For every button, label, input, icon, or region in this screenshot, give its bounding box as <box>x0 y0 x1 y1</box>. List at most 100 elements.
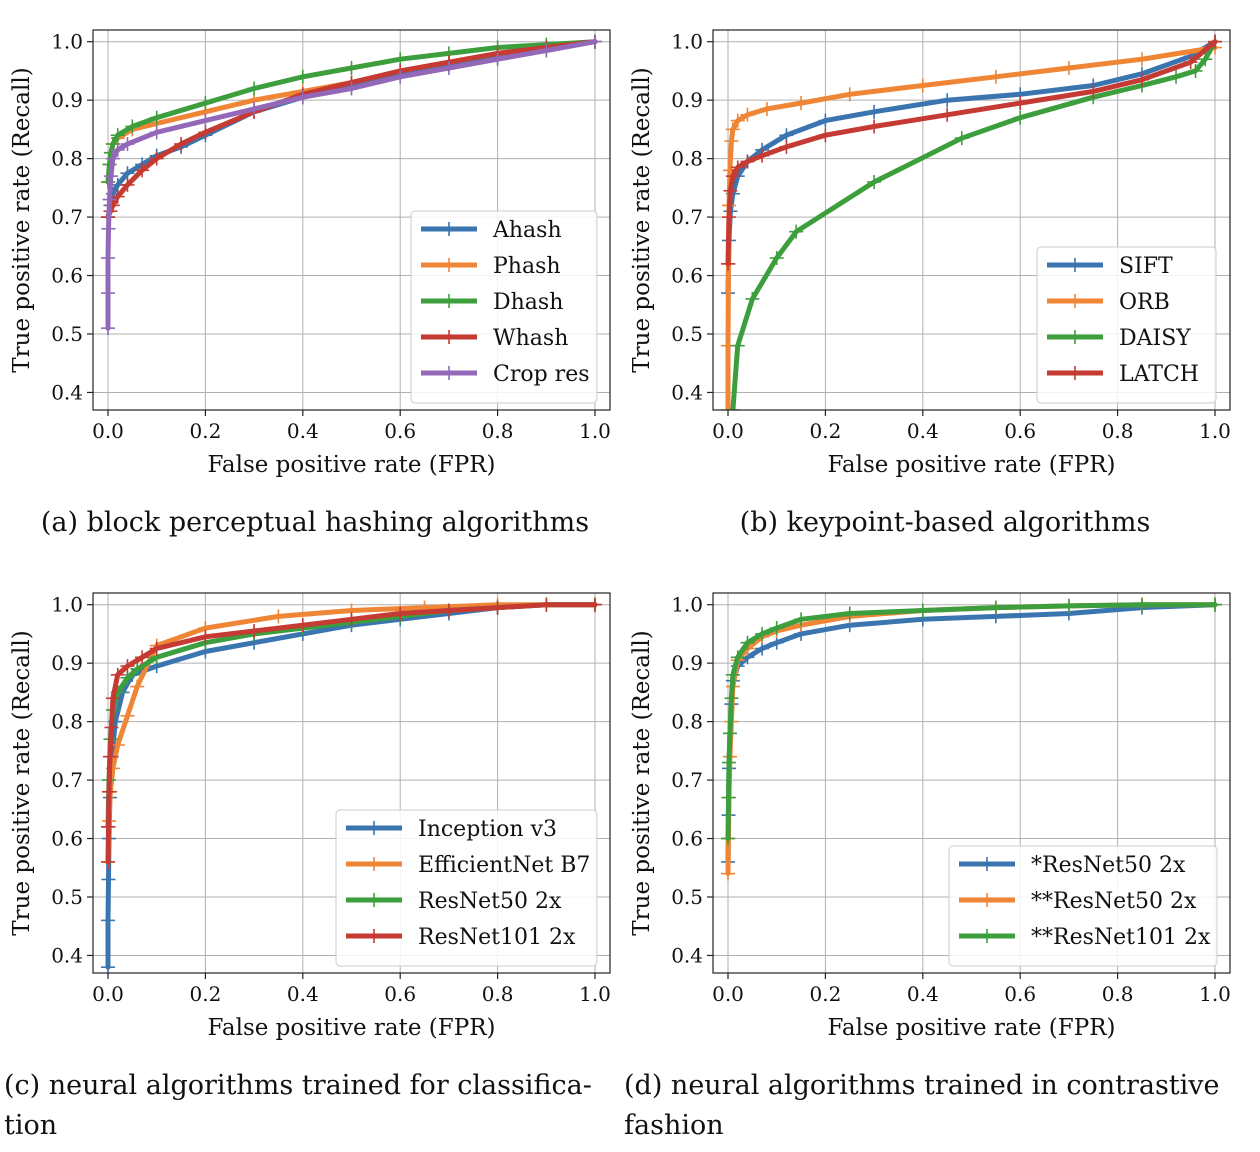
x-tick-label: 0.0 <box>712 982 744 1006</box>
legend-label: *ResNet50 2x <box>1031 853 1186 878</box>
plot-frame <box>92 592 611 974</box>
x-tick-label: 1.0 <box>579 419 611 443</box>
series-group <box>721 597 1222 881</box>
series-line-1 <box>725 602 1218 877</box>
x-axis-label: False positive rate (FPR) <box>207 452 495 478</box>
chart-1: 0.0 0.2 0.4 0.6 0.8 1.0 0.4 0.5 0.6 0.7 0.8 0.9 1.0 F… <box>629 29 1231 478</box>
y-tick-label: 1.0 <box>51 30 83 54</box>
y-tick-label: 0.9 <box>51 651 83 675</box>
caption-c: (c) neural algorithms trained for classi… <box>4 1066 624 1146</box>
x-tick-label: 0.8 <box>1102 982 1134 1006</box>
y-tick-label: 0.9 <box>671 88 703 112</box>
y-tick-label: 0.8 <box>51 710 83 734</box>
x-axis-label: False positive rate (FPR) <box>827 1015 1115 1041</box>
series-line-2 <box>105 39 598 185</box>
y-tick-label: 0.5 <box>51 885 83 909</box>
y-axis-label: True positive rate (Recall) <box>9 67 35 372</box>
caption-c-text: (c) neural algorithms trained for classi… <box>4 1070 592 1141</box>
y-tick-label: 0.7 <box>51 205 83 229</box>
caption-b: (b) keypoint-based algorithms <box>739 507 1151 538</box>
legend-box <box>335 809 598 967</box>
y-tick-label: 0.9 <box>671 651 703 675</box>
y-tick-label: 0.9 <box>51 88 83 112</box>
y-tick-label: 0.4 <box>671 943 703 967</box>
x-tick-label: 0.4 <box>287 419 319 443</box>
legend-label: EfficientNet B7 <box>418 853 590 878</box>
legend: *ResNet50 2x **ResNet50 2x **ResNet101 2x <box>948 845 1218 967</box>
legend-label: Phash <box>493 254 561 279</box>
legend-label: Whash <box>493 326 568 351</box>
y-tick-label: 0.6 <box>671 827 703 851</box>
y-tick-label: 0.7 <box>671 768 703 792</box>
x-tick-label: 0.8 <box>482 982 514 1006</box>
y-tick-label: 1.0 <box>51 593 83 617</box>
y-tick-label: 0.6 <box>51 264 83 288</box>
caption-d: (d) neural algorithms trained in contras… <box>624 1066 1254 1146</box>
y-tick-label: 0.6 <box>671 264 703 288</box>
y-tick-label: 0.7 <box>51 768 83 792</box>
x-tick-label: 1.0 <box>1199 419 1231 443</box>
chart-3: 0.0 0.2 0.4 0.6 0.8 1.0 0.4 0.5 0.6 0.7 0.8 0.9 1.0 F… <box>629 592 1231 1041</box>
y-tick-label: 1.0 <box>671 593 703 617</box>
legend-label: ORB <box>1119 290 1170 315</box>
series-line-0 <box>725 602 1218 865</box>
x-tick-label: 0.2 <box>809 419 841 443</box>
plot-frame <box>712 592 1231 974</box>
x-axis-label: False positive rate (FPR) <box>827 452 1115 478</box>
legend-label: Dhash <box>493 290 563 315</box>
legend-label: Inception v3 <box>418 817 557 842</box>
y-tick-label: 0.8 <box>671 710 703 734</box>
x-tick-label: 0.2 <box>809 982 841 1006</box>
y-tick-label: 0.7 <box>671 205 703 229</box>
series-group <box>101 34 602 336</box>
x-tick-label: 1.0 <box>1199 982 1231 1006</box>
x-tick-label: 0.6 <box>384 982 416 1006</box>
series-group <box>101 597 602 973</box>
legend-label: LATCH <box>1119 362 1199 387</box>
x-tick-label: 0.0 <box>92 419 124 443</box>
caption-a: (a) block perceptual hashing algorithms <box>40 507 590 538</box>
y-tick-label: 0.4 <box>671 380 703 404</box>
y-tick-label: 0.4 <box>51 943 83 967</box>
y-tick-label: 0.5 <box>51 322 83 346</box>
y-tick-label: 0.5 <box>671 322 703 346</box>
x-tick-label: 0.6 <box>1004 982 1036 1006</box>
legend-label: **ResNet101 2x <box>1031 925 1211 950</box>
x-tick-label: 1.0 <box>579 982 611 1006</box>
legend: Ahash Phash Dhash Whash Crop res <box>410 210 598 404</box>
y-axis-label: True positive rate (Recall) <box>629 630 655 935</box>
caption-d-text: (d) neural algorithms trained in contras… <box>624 1070 1220 1141</box>
legend-label: ResNet101 2x <box>418 925 576 950</box>
x-tick-label: 0.8 <box>482 419 514 443</box>
series-group <box>721 34 1222 410</box>
x-tick-label: 0.6 <box>1004 419 1036 443</box>
chart-0: 0.0 0.2 0.4 0.6 0.8 1.0 0.4 0.5 0.6 0.7 0.8 0.9 1.0 F… <box>9 29 611 478</box>
legend-label: SIFT <box>1119 254 1173 279</box>
y-axis-label: True positive rate (Recall) <box>629 67 655 372</box>
legend-box <box>948 845 1218 967</box>
x-tick-label: 0.4 <box>907 982 939 1006</box>
legend-label: ResNet50 2x <box>418 889 562 914</box>
legend-box <box>410 210 598 404</box>
x-tick-label: 0.4 <box>287 982 319 1006</box>
y-axis-label: True positive rate (Recall) <box>9 630 35 935</box>
legend-box <box>1036 246 1217 404</box>
y-tick-label: 0.5 <box>671 885 703 909</box>
y-tick-label: 0.8 <box>51 147 83 171</box>
y-tick-label: 0.6 <box>51 827 83 851</box>
y-tick-label: 1.0 <box>671 30 703 54</box>
y-tick-label: 0.4 <box>51 380 83 404</box>
legend-label: Ahash <box>492 218 562 243</box>
legend-label: **ResNet50 2x <box>1031 889 1197 914</box>
legend: SIFT ORB DAISY LATCH <box>1036 246 1217 404</box>
x-tick-label: 0.2 <box>189 982 221 1006</box>
y-tick-label: 0.8 <box>671 147 703 171</box>
series-line-2 <box>730 39 1218 410</box>
series-line-3 <box>725 39 1218 267</box>
legend-label: DAISY <box>1119 326 1191 351</box>
legend-label: Crop res <box>493 362 590 387</box>
legend: Inception v3 EfficientNet B7 ResNet50 2x Re… <box>335 809 598 967</box>
x-tick-label: 0.6 <box>384 419 416 443</box>
plot-frame <box>92 29 611 411</box>
